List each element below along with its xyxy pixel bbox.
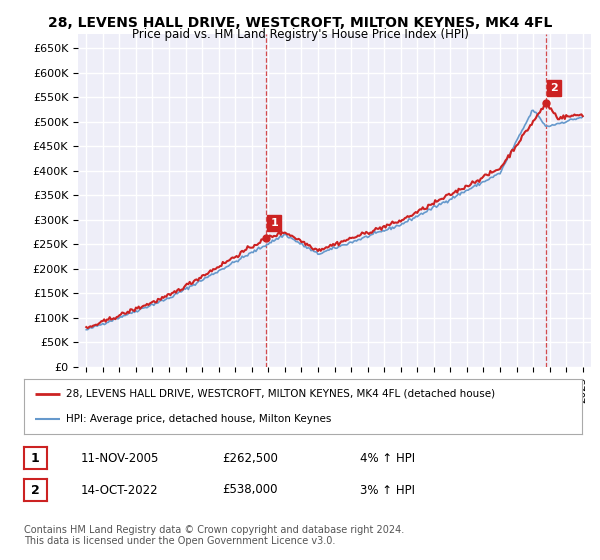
Text: 3% ↑ HPI: 3% ↑ HPI <box>360 483 415 497</box>
Text: £538,000: £538,000 <box>222 483 277 497</box>
Text: 14-OCT-2022: 14-OCT-2022 <box>81 483 158 497</box>
Text: Contains HM Land Registry data © Crown copyright and database right 2024.: Contains HM Land Registry data © Crown c… <box>24 525 404 535</box>
Text: Price paid vs. HM Land Registry's House Price Index (HPI): Price paid vs. HM Land Registry's House … <box>131 28 469 41</box>
Text: £262,500: £262,500 <box>222 451 278 465</box>
Text: This data is licensed under the Open Government Licence v3.0.: This data is licensed under the Open Gov… <box>24 536 335 547</box>
Text: HPI: Average price, detached house, Milton Keynes: HPI: Average price, detached house, Milt… <box>66 414 331 424</box>
Text: 28, LEVENS HALL DRIVE, WESTCROFT, MILTON KEYNES, MK4 4FL: 28, LEVENS HALL DRIVE, WESTCROFT, MILTON… <box>48 16 552 30</box>
Text: 11-NOV-2005: 11-NOV-2005 <box>81 451 160 465</box>
Text: 2: 2 <box>550 83 558 93</box>
Text: 1: 1 <box>31 451 40 465</box>
Text: 28, LEVENS HALL DRIVE, WESTCROFT, MILTON KEYNES, MK4 4FL (detached house): 28, LEVENS HALL DRIVE, WESTCROFT, MILTON… <box>66 389 495 399</box>
Text: 4% ↑ HPI: 4% ↑ HPI <box>360 451 415 465</box>
Text: 1: 1 <box>271 218 278 228</box>
Text: 2: 2 <box>31 483 40 497</box>
